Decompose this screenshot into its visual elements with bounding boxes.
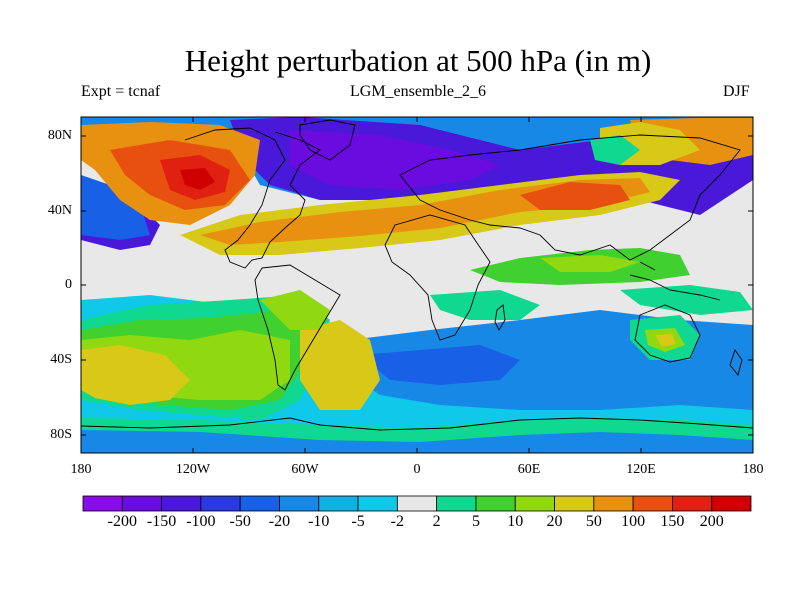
- experiment-label: Expt = tcnaf: [81, 83, 161, 100]
- colorbar-level-label: -200: [107, 513, 137, 530]
- colorbar-level-label: -20: [268, 513, 291, 530]
- colorbar-level-label: 100: [621, 513, 646, 530]
- colorbar-swatch: [200, 495, 241, 512]
- ensemble-label: LGM_ensemble_2_6: [350, 83, 486, 100]
- colorbar-swatch: [514, 495, 555, 512]
- contour-yellow-australia: [655, 334, 676, 347]
- colorbar-level-label: -50: [229, 513, 251, 530]
- colorbar-swatch: [161, 495, 202, 512]
- lon-label-60e: 60E: [517, 462, 541, 477]
- coastline-africa: [384, 214, 491, 341]
- contour-dark-red-pacific: [180, 168, 215, 190]
- lon-label-180e: 180: [742, 462, 764, 477]
- lon-label-120e: 120E: [626, 462, 656, 477]
- colorbar-swatch: [632, 495, 673, 512]
- contour-field: [81, 117, 753, 453]
- contour-green-equatorial-e: [620, 285, 753, 315]
- coastline-eurasia: [399, 134, 741, 261]
- colorbar: [82, 495, 752, 512]
- colorbar-swatch: [711, 495, 752, 512]
- colorbar-level-label: 20: [546, 513, 563, 530]
- lon-label-0: 0: [413, 462, 421, 477]
- contour-orange-red-asia: [520, 182, 630, 210]
- contour-blue-antarctic: [81, 430, 753, 453]
- colorbar-level-label: -2: [390, 513, 404, 530]
- lat-ticks: [81, 135, 753, 436]
- coastlines: [81, 119, 753, 431]
- colorbar-swatch: [121, 495, 162, 512]
- coastline-south-america: [254, 264, 341, 391]
- contour-blue-deep-south: [360, 345, 520, 385]
- colorbar-swatch: [436, 495, 477, 512]
- lat-label-equator: 0: [65, 277, 72, 292]
- colorbar-level-label: 200: [699, 513, 724, 530]
- contour-green-south-indian: [430, 290, 540, 320]
- colorbar-level-label: 50: [585, 513, 602, 530]
- coastline-greenland: [299, 119, 356, 161]
- colorbar-level-label: -100: [186, 513, 216, 530]
- coastline-north-america: [184, 127, 321, 269]
- contour-lime-africa: [540, 255, 640, 272]
- colorbar-swatch: [279, 495, 320, 512]
- lat-label-80n: 80N: [47, 128, 72, 143]
- lat-label-80s: 80S: [50, 427, 72, 442]
- lon-label-180w: 180: [70, 462, 92, 477]
- contour-lime-south-atlantic: [260, 290, 330, 330]
- colorbar-swatch: [239, 495, 280, 512]
- coastline-indonesia: [629, 261, 721, 301]
- colorbar-swatch: [82, 495, 123, 512]
- lon-label-120w: 120W: [175, 462, 211, 477]
- contour-yellow-south-atlantic: [300, 320, 380, 410]
- coastline-antarctica: [81, 417, 753, 431]
- coastline-new-zealand: [729, 349, 743, 376]
- colorbar-level-label: 150: [660, 513, 685, 530]
- colorbar-swatch: [357, 495, 398, 512]
- colorbar-level-label: 10: [507, 513, 524, 530]
- colorbar-swatch: [318, 495, 359, 512]
- colorbar-level-label: 2: [432, 513, 441, 530]
- colorbar-swatch: [396, 495, 438, 512]
- contour-yellow-south-pacific: [81, 345, 190, 405]
- contour-green-nw-pacific: [590, 135, 640, 165]
- coastline-australia: [634, 304, 701, 363]
- colorbar-swatch: [475, 495, 516, 512]
- colorbar-swatch: [554, 495, 595, 512]
- colorbar-level-label: 5: [471, 513, 480, 530]
- colorbar-swatch: [672, 495, 713, 512]
- lon-label-60w: 60W: [291, 462, 319, 477]
- map-title: Height perturbation at 500 hPa (in m): [184, 43, 652, 78]
- coastline-madagascar: [494, 304, 506, 331]
- season-label: DJF: [723, 83, 750, 100]
- contour-blue-pacific-n: [81, 175, 150, 240]
- colorbar-level-label: -5: [351, 513, 365, 530]
- colorbar-level-label: -150: [146, 513, 177, 530]
- contour-violet-north: [290, 130, 500, 190]
- lat-label-40s: 40S: [50, 352, 72, 367]
- lat-label-40n: 40N: [47, 203, 72, 218]
- lon-ticks: [192, 117, 642, 453]
- colorbar-level-label: -10: [308, 513, 330, 530]
- colorbar-swatch: [593, 495, 634, 512]
